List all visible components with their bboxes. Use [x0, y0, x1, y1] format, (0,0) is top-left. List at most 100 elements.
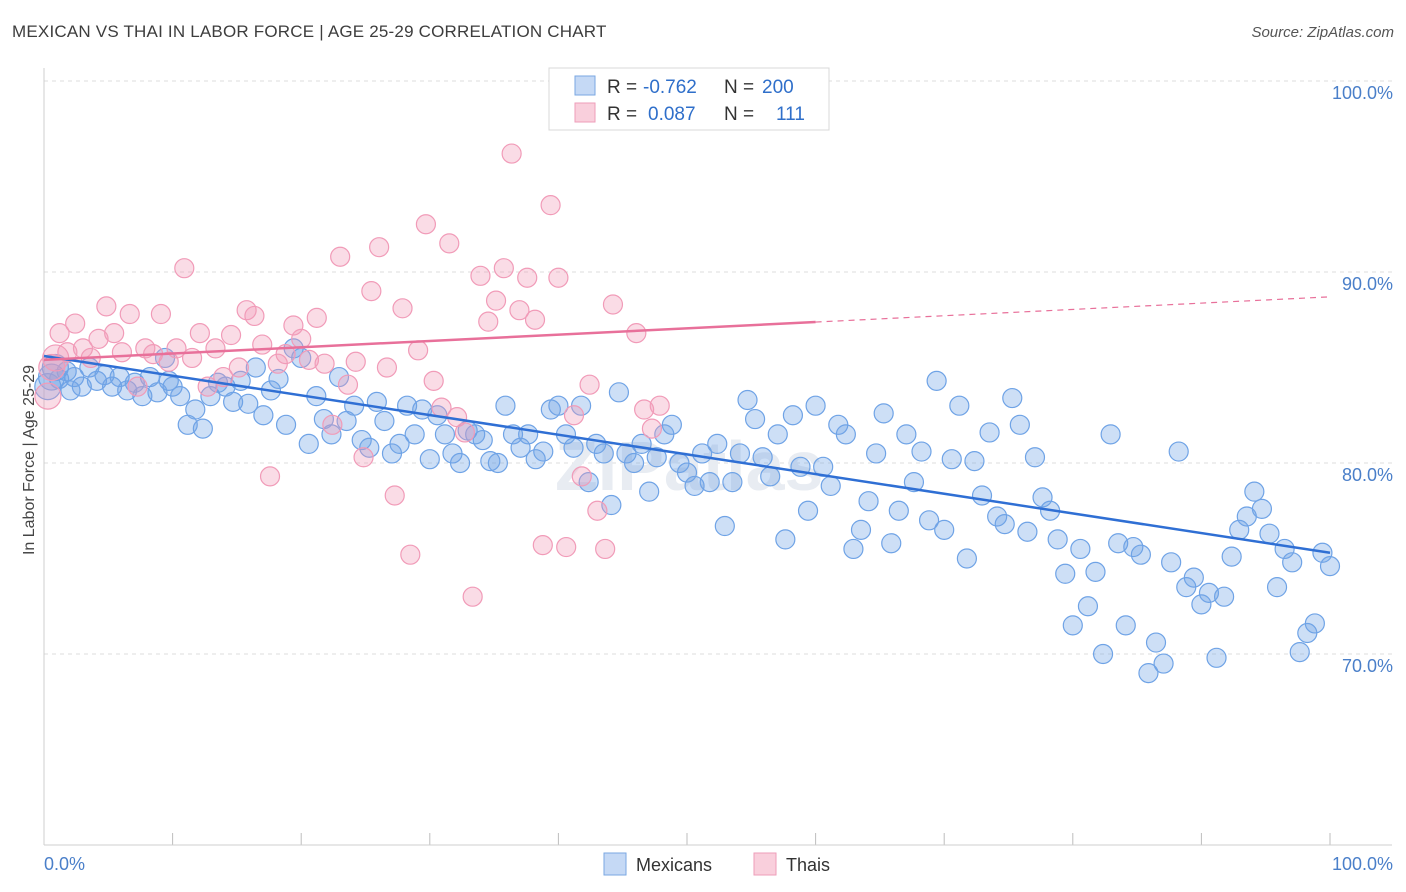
- legend-n-label-mexicans: N =: [724, 77, 754, 98]
- data-point: [548, 267, 569, 288]
- data-point: [71, 376, 92, 397]
- data-point: [228, 357, 249, 378]
- data-point: [1244, 481, 1265, 502]
- series-legend: Mexicans Thais: [603, 852, 830, 876]
- data-point: [174, 258, 195, 279]
- data-point: [322, 414, 343, 435]
- data-point: [1161, 552, 1182, 573]
- data-point: [478, 311, 499, 332]
- data-point: [1108, 533, 1129, 554]
- data-point: [1062, 615, 1083, 636]
- data-point: [532, 535, 553, 556]
- y-axis-label: In Labor Force | Age 25-29: [21, 365, 38, 555]
- data-point: [345, 351, 366, 372]
- x-tick-label-start: 0.0%: [44, 854, 85, 874]
- data-point: [646, 447, 667, 468]
- data-point: [291, 328, 312, 349]
- source-label: Source: ZipAtlas.com: [1251, 24, 1394, 41]
- data-point: [359, 437, 380, 458]
- data-point: [275, 414, 297, 435]
- data-point: [57, 342, 78, 363]
- data-point: [1213, 586, 1235, 607]
- data-point: [517, 267, 538, 288]
- data-point: [518, 424, 539, 445]
- data-point: [524, 309, 546, 330]
- data-point: [220, 324, 242, 346]
- data-point: [1024, 447, 1046, 468]
- data-point: [949, 395, 970, 416]
- data-point: [805, 395, 826, 416]
- data-point: [1092, 643, 1114, 665]
- data-point: [556, 536, 577, 558]
- data-point: [1282, 552, 1303, 573]
- data-point: [525, 449, 546, 470]
- data-point: [1017, 521, 1038, 542]
- data-point: [423, 370, 444, 391]
- data-point: [1055, 563, 1076, 584]
- data-point: [934, 519, 955, 540]
- data-point: [661, 414, 682, 435]
- data-point: [782, 405, 804, 426]
- data-point: [881, 533, 902, 554]
- data-point: [314, 353, 335, 374]
- legend-n-value-thais: 111: [776, 104, 805, 125]
- data-point: [259, 466, 281, 487]
- trend-lines: [43, 296, 1331, 555]
- data-point: [415, 214, 437, 235]
- trend-line-thais: [43, 320, 816, 362]
- trend-line-thais-extension: [815, 296, 1331, 323]
- data-point: [767, 424, 788, 445]
- grid-lines: [43, 80, 1392, 845]
- data-point: [192, 418, 213, 439]
- data-point: [684, 475, 705, 497]
- data-point: [485, 290, 507, 311]
- axes: [43, 68, 1392, 846]
- data-point: [722, 472, 743, 493]
- data-point: [1077, 596, 1099, 617]
- data-point: [1319, 556, 1341, 577]
- data-point: [1251, 498, 1273, 519]
- data-point: [1070, 538, 1091, 560]
- data-point: [205, 338, 226, 359]
- data-point: [389, 433, 410, 454]
- chart-title: MEXICAN VS THAI IN LABOR FORCE | AGE 25-…: [12, 22, 607, 41]
- data-point: [820, 475, 841, 497]
- data-point: [835, 424, 856, 445]
- data-point: [994, 514, 1015, 535]
- data-point: [797, 500, 819, 521]
- data-point: [896, 424, 917, 445]
- data-point: [1002, 387, 1023, 409]
- data-point: [1130, 544, 1151, 565]
- series-thais-points: [34, 70, 670, 607]
- data-point: [602, 294, 624, 315]
- data-point: [634, 399, 655, 420]
- data-point: [729, 443, 751, 464]
- data-point: [533, 441, 554, 462]
- data-point: [111, 342, 133, 363]
- data-point: [744, 408, 766, 430]
- x-tick-label-end: 100.0%: [1332, 854, 1393, 874]
- data-point: [509, 300, 530, 321]
- data-point: [223, 391, 244, 412]
- data-point: [1221, 546, 1242, 567]
- data-point: [337, 374, 359, 395]
- data-point: [760, 466, 781, 487]
- data-point: [926, 370, 947, 391]
- data-point: [593, 443, 614, 464]
- data-point: [737, 389, 758, 411]
- data-point: [1123, 536, 1144, 558]
- data-point: [850, 519, 872, 540]
- data-point: [408, 340, 429, 361]
- data-point: [449, 452, 471, 474]
- data-point: [189, 323, 210, 344]
- data-point: [330, 246, 351, 267]
- data-point: [1168, 441, 1189, 462]
- data-point: [941, 449, 962, 470]
- bottom-swatch-mexicans: [603, 852, 627, 876]
- data-point: [649, 395, 670, 416]
- data-point: [1153, 653, 1174, 674]
- data-point: [392, 298, 413, 319]
- y-tick-label: 90.0%: [1342, 274, 1393, 294]
- data-point: [244, 305, 265, 327]
